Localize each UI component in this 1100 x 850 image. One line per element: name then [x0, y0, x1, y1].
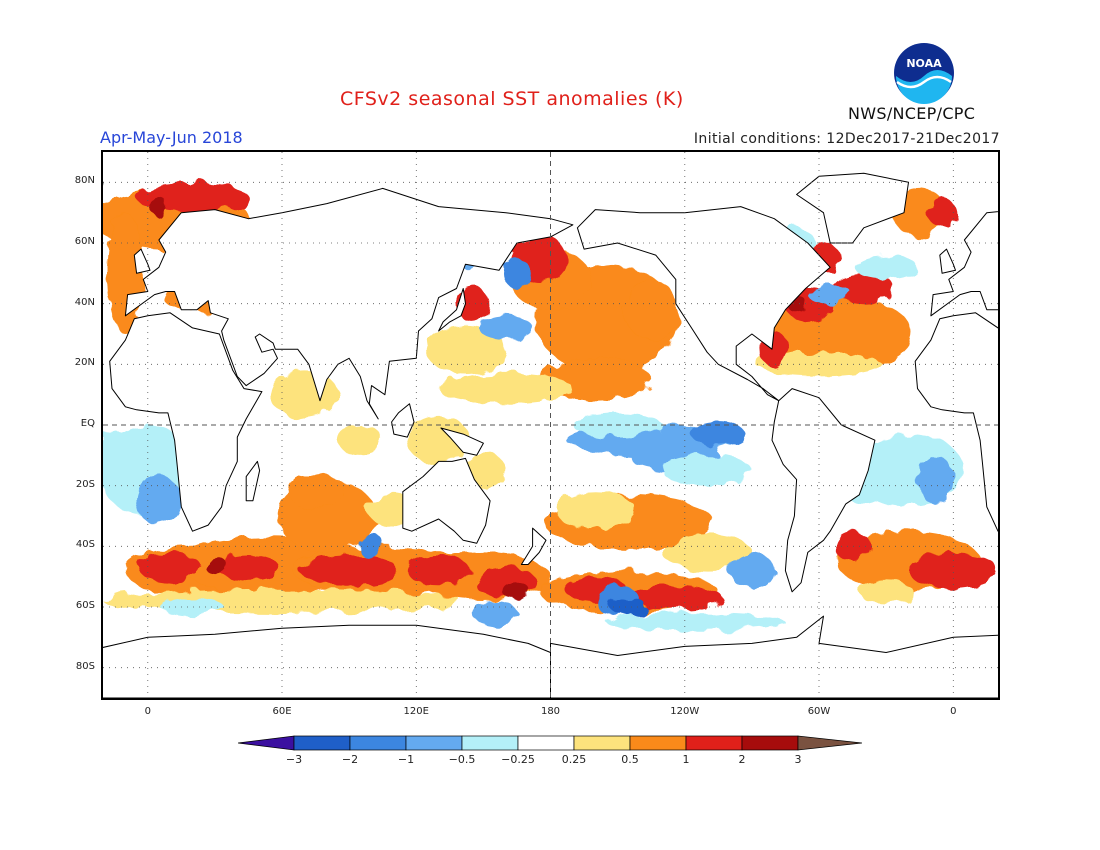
anomaly-patch [503, 258, 531, 289]
anomaly-patch [662, 534, 752, 571]
land-greenland [796, 172, 909, 244]
anomaly-patch [729, 552, 775, 589]
forecast-period: Apr-May-Jun 2018 [100, 128, 243, 147]
longitude-label: 120W [670, 706, 700, 717]
anomaly-patch [203, 555, 227, 574]
anomaly-patch [756, 352, 882, 377]
land-africa [109, 312, 263, 532]
anomaly-patch [807, 285, 853, 304]
land-antarctica [0, 615, 551, 699]
colorbar-swatch [629, 735, 687, 751]
longitude-label: 120E [403, 706, 429, 717]
latitude-label: 20S [75, 478, 95, 490]
anomaly-patch [834, 531, 871, 562]
anomaly-patch [624, 279, 678, 340]
anomaly-patch [407, 415, 470, 465]
anomaly-patch [136, 476, 182, 526]
land-indonesia-borneo [391, 403, 415, 438]
anomaly-patch [425, 324, 506, 374]
land-new-guinea [440, 427, 484, 456]
longitude-label: 60E [272, 706, 292, 717]
anomaly-patch [928, 197, 956, 228]
anomaly-patch [472, 601, 517, 626]
anomaly-patch [662, 455, 752, 486]
colorbar-label: 0.25 [561, 753, 587, 766]
colorbar-swatch [405, 735, 463, 751]
sst-anomaly-map [0, 150, 1100, 700]
map-canvas [0, 152, 1100, 699]
agency-label: NWS/NCEP/CPC [848, 104, 976, 123]
latitude-label: 40N [74, 296, 95, 308]
longitude-label: 0 [144, 706, 151, 717]
colorbar-label: 1 [682, 753, 690, 766]
longitude-label: 0 [950, 706, 957, 717]
latitude-label: 80N [74, 175, 95, 187]
anomaly-patch [606, 613, 786, 632]
colorbar-swatch [517, 735, 575, 751]
colorbar-swatch [573, 735, 631, 751]
colorbar-label: −3 [285, 753, 303, 766]
anomaly-patch [217, 555, 280, 580]
logo-text: NOAA [906, 57, 942, 70]
land-antarctica [550, 615, 1100, 699]
land-australia [402, 457, 491, 544]
anomaly-patch [337, 425, 383, 456]
land-south-america [771, 388, 876, 593]
colorbar-swatch [349, 735, 407, 751]
colorbar-swatch [685, 735, 743, 751]
colorbar-label: 2 [738, 753, 746, 766]
anomaly-patch [908, 552, 999, 589]
latitude-label: 40S [75, 539, 95, 551]
colorbar [238, 735, 862, 751]
longitude-label: 180 [540, 706, 561, 717]
anomaly-patch [358, 534, 385, 559]
colorbar-label: −1 [397, 753, 415, 766]
colorbar-low-arrow [238, 735, 295, 751]
anomaly-patch [438, 373, 573, 404]
initial-conditions: Initial conditions: 12Dec2017-21Dec2017 [693, 131, 1000, 147]
colorbar-label: 3 [794, 753, 802, 766]
colorbar-label: −2 [341, 753, 359, 766]
graticule [103, 152, 998, 698]
noaa-logo: NOAA [894, 43, 954, 104]
latitude-label: EQ [80, 418, 95, 429]
anomaly-patch [917, 455, 954, 504]
land-uk [939, 248, 956, 274]
latitude-label: 60S [75, 600, 95, 611]
land-madagascar [245, 460, 261, 502]
colorbar-swatch [293, 735, 351, 751]
anomaly-patch [859, 579, 913, 604]
anomaly-patch [161, 597, 224, 617]
anomaly-patch [288, 473, 343, 510]
land-uk [133, 248, 151, 274]
anomaly-patch [299, 555, 399, 586]
anomaly-patch [610, 597, 647, 617]
colorbar-swatch [461, 735, 519, 751]
anomaly-patch [555, 491, 636, 529]
anomaly-patch [479, 315, 533, 340]
latitude-label: 80S [75, 660, 95, 672]
anomaly-patch [103, 588, 461, 613]
anomaly-patch [691, 422, 746, 447]
colorbar-label: −0.5 [448, 753, 476, 766]
longitude-label: 60W [807, 706, 831, 717]
latitude-label: 20N [74, 357, 95, 369]
colorbar-high-arrow [797, 735, 862, 751]
latitude-label: 60N [74, 236, 95, 247]
anomaly-patch [138, 552, 202, 583]
chart-title: CFSv2 seasonal SST anomalies (K) [340, 88, 684, 110]
colorbar-swatch [741, 735, 799, 751]
anomaly-patch [624, 585, 723, 610]
colorbar-label: 0.5 [621, 753, 639, 766]
anomaly-patch [91, 431, 137, 480]
anomaly-patch [503, 582, 531, 601]
anomaly-patch [407, 555, 470, 586]
land-japan [438, 288, 466, 332]
land-new-zealand [520, 527, 547, 565]
colorbar-label: −0.25 [501, 753, 535, 766]
anomaly-patch [854, 255, 918, 280]
anomaly-patch [149, 197, 168, 216]
